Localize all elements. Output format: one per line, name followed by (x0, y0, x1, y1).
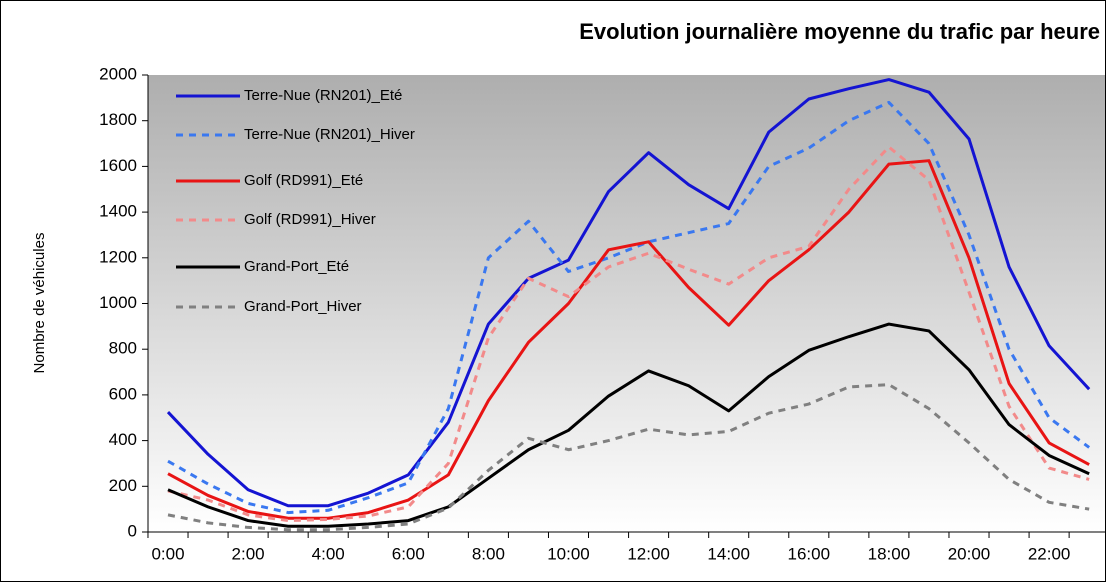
series-line (166, 78, 1091, 508)
y-tick-label: 1600 (99, 156, 137, 175)
legend-label: Grand-Port_Eté (244, 258, 349, 275)
y-tick-label: 600 (109, 384, 137, 403)
y-tick-label: 1800 (99, 110, 137, 129)
series-line (167, 100, 1091, 515)
y-tick-label: 200 (109, 476, 137, 495)
y-tick-label: 1400 (99, 202, 137, 221)
x-tick-label: 20:00 (948, 544, 991, 563)
x-tick-label: 12:00 (627, 544, 670, 563)
series-line (167, 383, 1090, 532)
y-tick-label: 2000 (99, 64, 137, 83)
chart-title: Evolution journalière moyenne du trafic … (579, 19, 1100, 44)
legend-label: Golf (RD991)_Hiver (244, 211, 376, 228)
y-tick-label: 0 (128, 521, 137, 540)
legend-label: Grand-Port_Hiver (244, 298, 362, 315)
x-tick-label: 2:00 (232, 544, 265, 563)
series-line (167, 145, 1090, 523)
x-tick-label: 18:00 (868, 544, 911, 563)
x-tick-label: 22:00 (1028, 544, 1071, 563)
x-tick-label: 14:00 (707, 544, 750, 563)
legend-label: Terre-Nue (RN201)_Hiver (244, 126, 415, 143)
x-tick-label: 4:00 (312, 544, 345, 563)
y-tick-label: 1000 (99, 293, 137, 312)
legend-label: Golf (RD991)_Eté (244, 172, 363, 189)
plot-area (148, 75, 1105, 532)
legend-label: Terre-Nue (RN201)_Eté (244, 87, 402, 104)
y-tick-label: 1200 (99, 247, 137, 266)
x-tick-label: 10:00 (547, 544, 590, 563)
x-tick-label: 16:00 (788, 544, 831, 563)
x-tick-label: 8:00 (472, 544, 505, 563)
y-tick-label: 400 (109, 430, 137, 449)
y-axis-label: Nombre de véhicules (31, 233, 48, 374)
x-tick-label: 6:00 (392, 544, 425, 563)
x-tick-label: 0:00 (151, 544, 184, 563)
series-line (167, 322, 1090, 528)
y-tick-label: 800 (109, 339, 137, 358)
